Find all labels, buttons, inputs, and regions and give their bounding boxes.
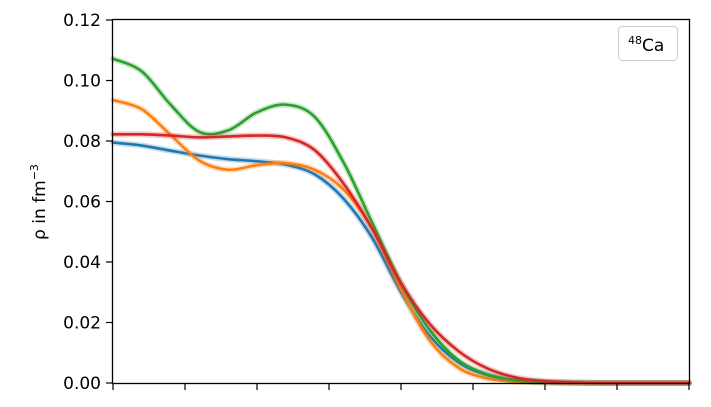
series-line	[111, 98, 691, 385]
series-uncertainty-band	[110, 97, 692, 387]
y-axis-label-sup: −3	[28, 164, 41, 180]
series-layer	[110, 55, 692, 387]
legend-label-text: Ca	[642, 36, 664, 56]
series-uncertainty-band	[110, 55, 692, 387]
y-tick-label: 0.06	[63, 193, 101, 213]
legend-label-sup: 48	[628, 34, 642, 47]
series-uncertainty-band	[110, 131, 692, 387]
series-line	[111, 141, 691, 385]
y-tick-label: 0.12	[63, 11, 101, 31]
y-tick-label: 0.04	[63, 253, 101, 273]
y-tick-label: 0.02	[63, 314, 101, 334]
y-axis-label: ρ in fm−3	[28, 164, 50, 240]
x-ticks	[112, 383, 690, 390]
series-line	[111, 132, 691, 385]
y-axis-label-base: ρ in fm	[30, 180, 50, 240]
y-tick-label: 0.08	[63, 132, 101, 152]
series-line	[111, 57, 691, 385]
y-tick-label: 0.00	[63, 374, 101, 394]
y-ticks: 0.00 0.02 0.04 0.06 0.08 0.10 0.12	[63, 11, 113, 394]
y-tick-label: 0.10	[63, 72, 101, 92]
plot-frame	[111, 18, 691, 385]
legend-box: 48Ca	[618, 26, 678, 61]
legend-label: 48Ca	[628, 34, 664, 56]
series-uncertainty-band	[110, 139, 692, 387]
